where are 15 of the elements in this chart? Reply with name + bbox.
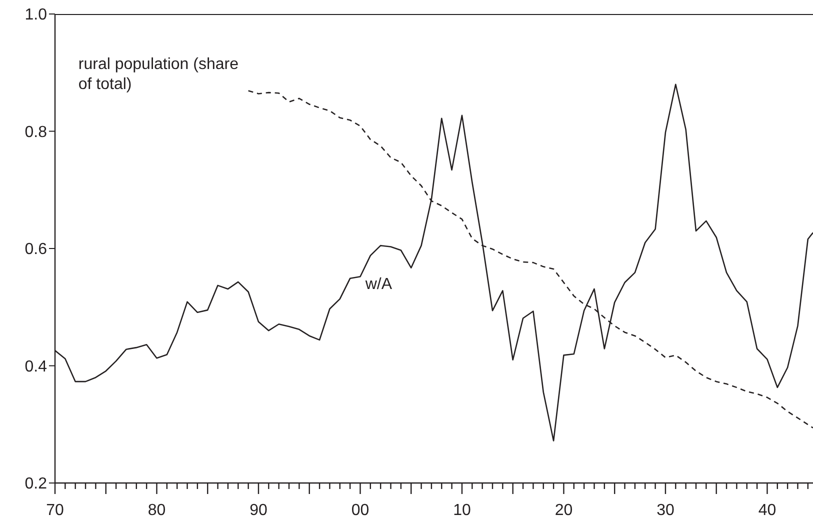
series-label: w/A	[365, 274, 393, 295]
y-tick-label: 0.8	[24, 124, 48, 141]
y-tick-label: 0.6	[24, 241, 48, 258]
x-tick-label: 80	[148, 502, 166, 519]
y-tick-label: 0.4	[24, 358, 48, 376]
x-tick-label: 10	[453, 502, 471, 519]
series-label: rural population (share of total)	[78, 55, 240, 96]
y-tick-label: 0.2	[24, 476, 48, 493]
x-tick-label: 30	[656, 502, 674, 519]
x-tick-label: 20	[554, 502, 573, 519]
x-tick-label: 90	[250, 502, 268, 519]
x-tick-label: 00	[351, 502, 370, 519]
x-tick-label: 70	[46, 502, 64, 519]
x-tick-label: 40	[758, 502, 776, 519]
y-tick-label: 1.0	[24, 6, 48, 24]
